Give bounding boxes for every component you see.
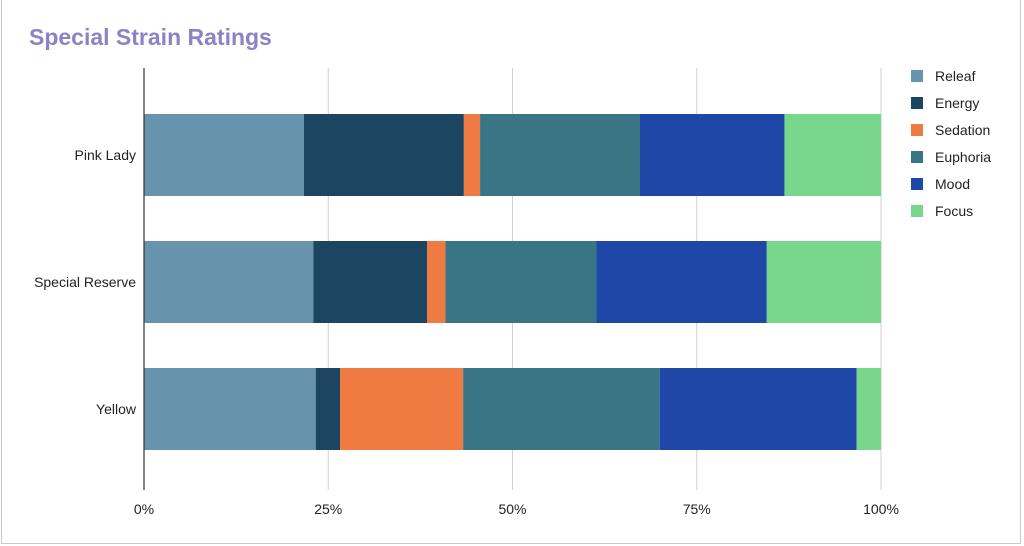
x-tick-label: 50% [498,501,526,517]
legend-label: Sedation [935,122,990,138]
bar-segment-releaf [144,241,314,323]
bar-segment-mood [596,241,767,323]
legend-label: Focus [935,203,973,219]
legend-swatch-euphoria [911,151,923,163]
bar-segment-euphoria [480,114,641,196]
x-tick-label: 75% [683,501,711,517]
category-label: Special Reserve [34,274,136,290]
legend-label: Euphoria [935,149,991,165]
bar-segment-sedation [427,241,446,323]
bar-segment-energy [303,114,464,196]
legend-swatch-energy [911,97,923,109]
legend-swatch-mood [911,178,923,190]
legend-swatch-focus [911,205,923,217]
bar-segment-euphoria [463,368,660,450]
bar-segment-releaf [144,114,304,196]
bar-segment-focus [784,114,881,196]
category-label: Pink Lady [75,147,136,163]
legend-label: Mood [935,176,970,192]
bar-segment-sedation [340,368,464,450]
legend-label: Energy [935,95,979,111]
chart-title: Special Strain Ratings [29,24,272,50]
x-tick-label: 100% [863,501,899,517]
legend-swatch-releaf [911,70,923,82]
x-tick-label: 0% [134,501,154,517]
bar-segment-sedation [463,114,481,196]
bar-segment-focus [856,368,881,450]
legend-swatch-sedation [911,124,923,136]
bar-segment-euphoria [445,241,597,323]
bar-segment-releaf [144,368,316,450]
bar-segment-focus [766,241,881,323]
bar-segment-energy [315,368,341,450]
x-tick-label: 25% [314,501,342,517]
bar-segment-mood [640,114,785,196]
legend-label: Releaf [935,68,976,84]
category-label: Yellow [96,401,137,417]
bar-segment-energy [313,241,428,323]
bar-segment-mood [659,368,857,450]
